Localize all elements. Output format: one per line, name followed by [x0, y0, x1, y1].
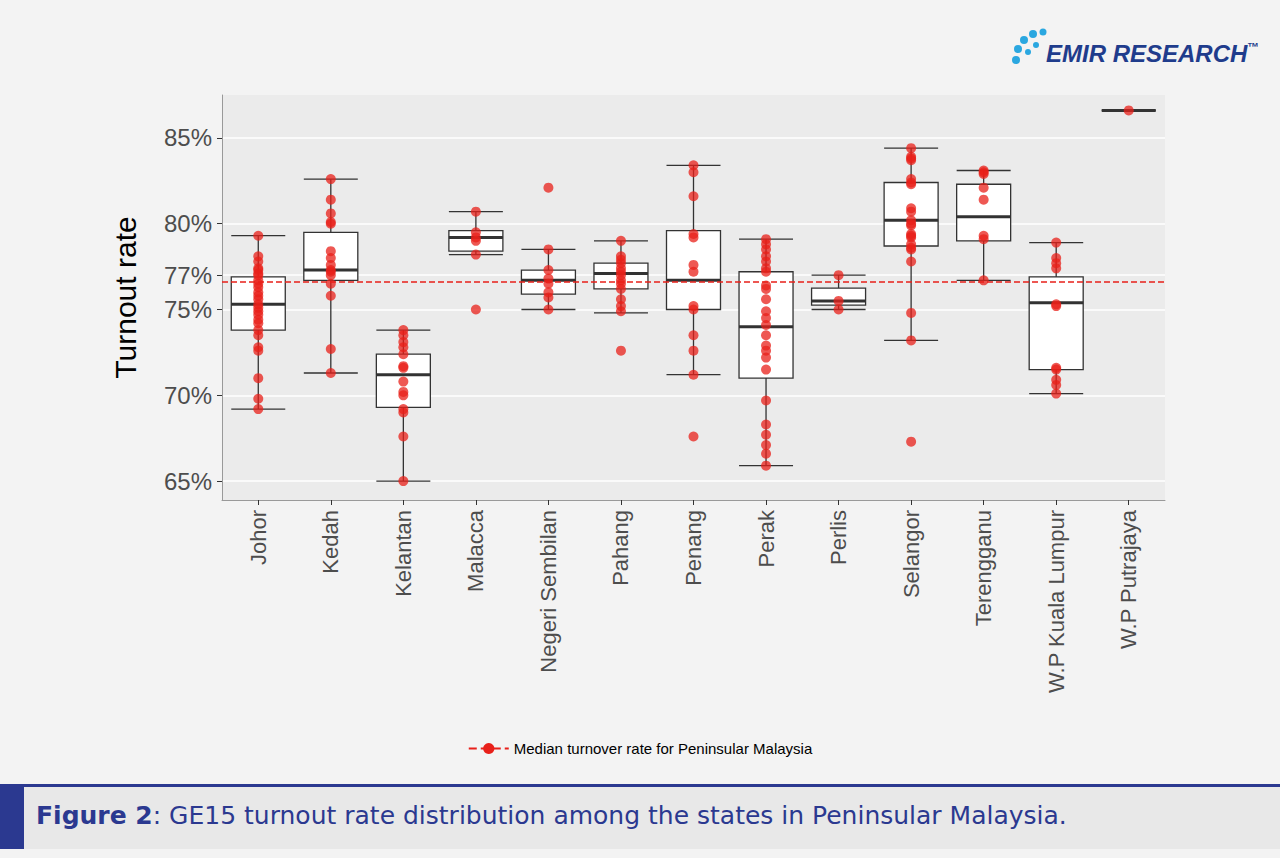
svg-text:75%: 75%	[164, 296, 212, 323]
svg-text:Kelantan: Kelantan	[391, 510, 416, 597]
svg-text:Johor: Johor	[246, 510, 271, 565]
html-text:EMIR RESEARCH™: EMIR RESEARCH™	[1046, 40, 1260, 67]
svg-text:Perak: Perak	[754, 509, 779, 567]
svg-text:Perlis: Perlis	[826, 510, 851, 565]
svg-text:70%: 70%	[164, 382, 212, 409]
svg-text:Turnout rate: Turnout rate	[109, 216, 142, 378]
svg-text:Selangor: Selangor	[899, 510, 924, 598]
svg-text:Pahang: Pahang	[608, 510, 633, 586]
svg-text:W.P Putrajaya: W.P Putrajaya	[1116, 509, 1141, 649]
svg-text:Negeri Sembilan: Negeri Sembilan	[536, 510, 561, 673]
svg-text:Malacca: Malacca	[463, 509, 488, 592]
svg-text:Median turnover rate for Penin: Median turnover rate for Peninsular Mala…	[514, 740, 813, 757]
svg-text:85%: 85%	[164, 124, 212, 151]
svg-text:65%: 65%	[164, 468, 212, 495]
svg-text:W.P Kuala Lumpur: W.P Kuala Lumpur	[1044, 510, 1069, 693]
svg-text:80%: 80%	[164, 210, 212, 237]
html-text:Figure 2: GE15 turnout rate di: Figure 2: GE15 turnout rate distribution…	[36, 801, 1067, 830]
svg-text:77%: 77%	[164, 262, 212, 289]
svg-text:Terengganu: Terengganu	[971, 510, 996, 626]
svg-text:Penang: Penang	[681, 510, 706, 586]
svg-text:Kedah: Kedah	[318, 510, 343, 574]
